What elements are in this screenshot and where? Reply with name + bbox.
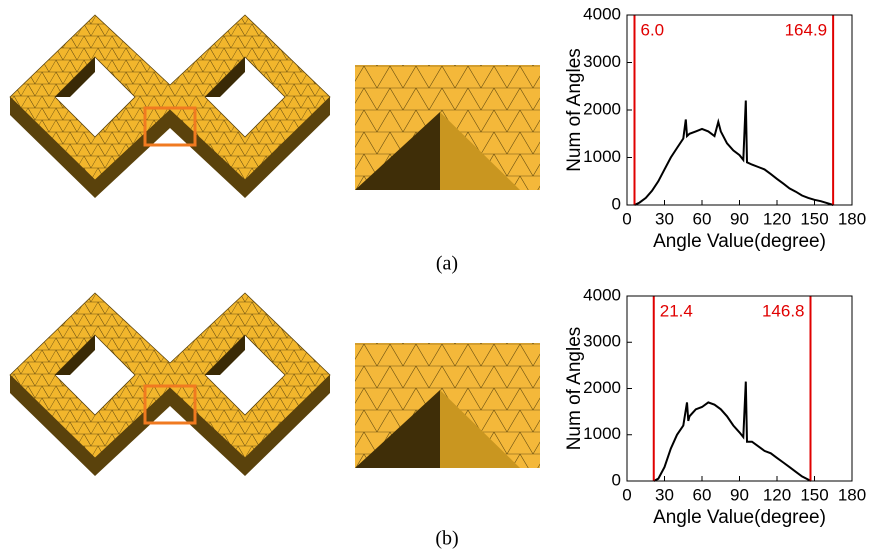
marker-label: 164.9 bbox=[785, 20, 828, 39]
y-tick-label: 2000 bbox=[583, 378, 621, 397]
x-tick-label: 180 bbox=[838, 209, 866, 228]
x-tick-label: 150 bbox=[800, 209, 828, 228]
y-tick-label: 0 bbox=[612, 194, 621, 213]
y-tick-label: 2000 bbox=[583, 99, 621, 118]
y-tick-label: 4000 bbox=[583, 285, 621, 304]
figure: (a) (b) 01000200030004000030609012015018… bbox=[0, 0, 894, 553]
y-axis-label: Num of Angles bbox=[564, 327, 585, 451]
y-axis-label: Num of Angles bbox=[564, 48, 585, 172]
plot-frame bbox=[627, 296, 852, 481]
x-tick-label: 0 bbox=[622, 209, 631, 228]
x-tick-label: 120 bbox=[763, 485, 791, 504]
y-tick-label: 1000 bbox=[583, 147, 621, 166]
marker-label: 21.4 bbox=[660, 301, 693, 320]
data-line bbox=[635, 101, 834, 206]
x-tick-label: 30 bbox=[655, 209, 674, 228]
y-tick-label: 3000 bbox=[583, 52, 621, 71]
x-tick-label: 0 bbox=[622, 485, 631, 504]
x-tick-label: 90 bbox=[730, 209, 749, 228]
x-tick-label: 120 bbox=[763, 209, 791, 228]
x-tick-label: 60 bbox=[693, 209, 712, 228]
x-tick-label: 30 bbox=[655, 485, 674, 504]
y-tick-label: 4000 bbox=[583, 4, 621, 23]
mesh-view-a bbox=[10, 15, 540, 198]
x-tick-label: 180 bbox=[838, 485, 866, 504]
mesh-view-b bbox=[10, 293, 540, 476]
x-tick-label: 60 bbox=[693, 485, 712, 504]
y-tick-label: 0 bbox=[612, 470, 621, 489]
caption: (a) bbox=[436, 253, 458, 275]
x-tick-label: 90 bbox=[730, 485, 749, 504]
x-tick-label: 150 bbox=[800, 485, 828, 504]
caption: (b) bbox=[435, 528, 458, 550]
x-axis-label: Angle Value(degree) bbox=[653, 507, 826, 528]
data-line bbox=[654, 382, 811, 481]
y-tick-label: 1000 bbox=[583, 424, 621, 443]
y-tick-label: 3000 bbox=[583, 332, 621, 351]
x-axis-label: Angle Value(degree) bbox=[653, 231, 826, 252]
marker-label: 146.8 bbox=[762, 301, 805, 320]
marker-label: 6.0 bbox=[641, 20, 665, 39]
